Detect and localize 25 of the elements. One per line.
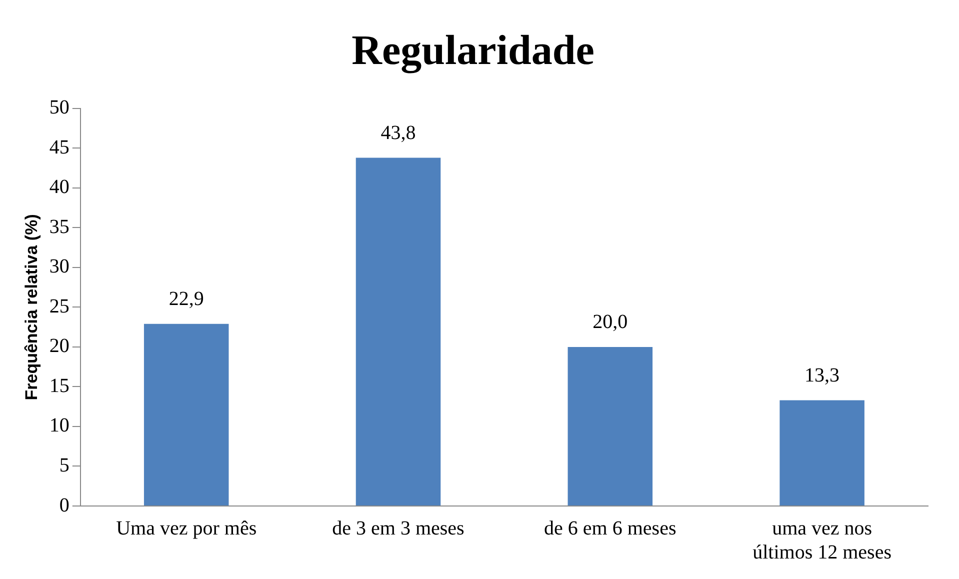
bar [568, 346, 653, 506]
y-tick-label: 5 [59, 454, 70, 476]
y-tick-label: 15 [49, 374, 70, 397]
x-tick-label: Uma vez por mês [116, 517, 257, 540]
y-tick-label: 0 [59, 494, 70, 516]
y-tick-label: 30 [49, 256, 70, 278]
bar [356, 158, 441, 506]
y-tick-label: 35 [49, 216, 70, 238]
data-label: 22,9 [168, 288, 204, 310]
x-tick-label: de 3 em 3 meses [332, 517, 465, 540]
y-tick-label: 10 [49, 414, 70, 437]
y-tick-label: 45 [49, 136, 70, 158]
y-tick-label: 20 [49, 335, 70, 358]
data-label: 43,8 [380, 122, 416, 144]
data-label: 20,0 [592, 311, 628, 334]
y-axis-title: Frequência relativa (%) [22, 214, 41, 400]
y-tick-label: 50 [49, 96, 70, 119]
chart-title: Regularidade [352, 28, 594, 74]
bar [144, 324, 229, 506]
x-tick-label: uma vez nos últimos 12 meses [752, 517, 892, 564]
bar [780, 400, 864, 506]
y-tick-label: 25 [49, 295, 70, 318]
data-label: 13,3 [804, 364, 840, 386]
x-tick-label: de 6 em 6 meses [544, 517, 676, 540]
y-tick-label: 40 [49, 176, 70, 198]
